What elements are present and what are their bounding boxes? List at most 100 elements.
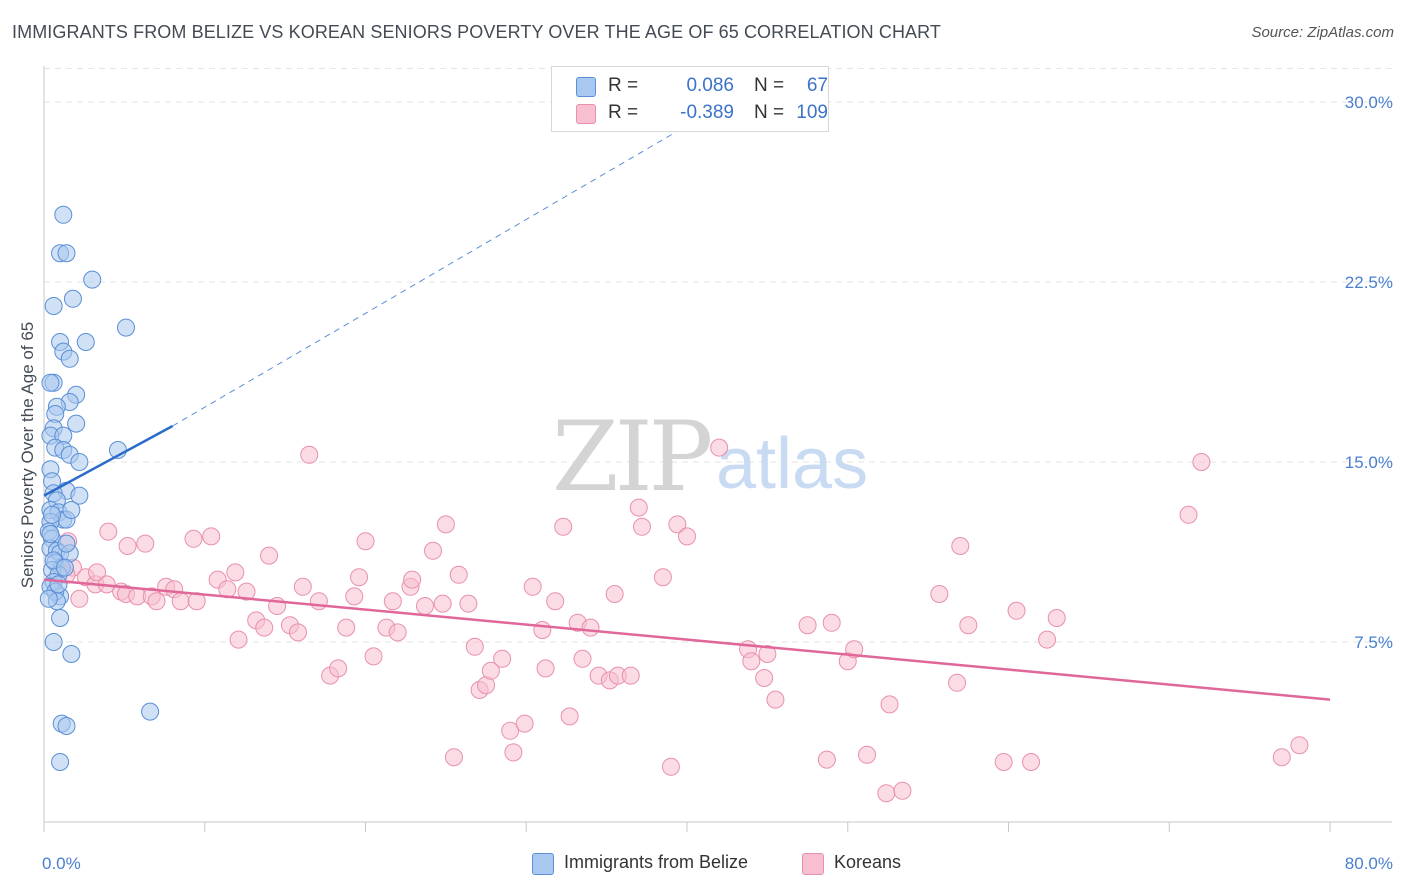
- korean-point: [70, 589, 89, 608]
- korean-point: [554, 517, 573, 536]
- korean-point: [621, 666, 640, 685]
- belize-point: [67, 414, 86, 433]
- y-tick-label: 22.5%: [1345, 273, 1393, 292]
- bottom-legend-swatch-koreans: [802, 853, 824, 875]
- watermark-zip: ZIP: [552, 401, 711, 513]
- korean-point: [337, 618, 356, 637]
- korean-point: [653, 568, 672, 587]
- korean-point: [329, 659, 348, 678]
- korean-point: [1290, 736, 1309, 755]
- korean-point: [523, 577, 542, 596]
- korean-point: [1179, 505, 1198, 524]
- korean-point: [255, 618, 274, 637]
- korean-point: [755, 669, 774, 687]
- korean-point: [710, 438, 729, 457]
- korean-point: [501, 721, 520, 740]
- legend-swatch-koreans: [576, 104, 596, 124]
- belize-point: [57, 534, 76, 553]
- korean-point: [184, 529, 203, 548]
- korean-point: [994, 753, 1013, 771]
- korean-point: [118, 537, 137, 555]
- korean-point: [1038, 630, 1057, 649]
- korean-point: [817, 750, 836, 769]
- korean-point: [99, 522, 118, 541]
- korean-point: [536, 659, 555, 678]
- belize-point: [63, 289, 82, 308]
- korean-point: [147, 592, 166, 611]
- korean-point: [877, 784, 896, 803]
- korean-point: [605, 585, 624, 603]
- watermark-atlas: atlas: [716, 424, 868, 504]
- axes: [43, 66, 1392, 832]
- korean-point: [504, 743, 523, 762]
- watermark: ZIP atlas: [552, 401, 868, 513]
- y-tick-label: 30.0%: [1345, 93, 1393, 112]
- korean-point: [959, 616, 978, 635]
- belize-point: [54, 205, 73, 224]
- belize-points: [39, 205, 160, 771]
- korean-point: [202, 527, 221, 546]
- y-tick-label: 15.0%: [1345, 453, 1393, 472]
- korean-point: [293, 577, 312, 596]
- chart-title: IMMIGRANTS FROM BELIZE VS KOREAN SENIORS…: [12, 22, 942, 42]
- korean-point: [171, 592, 190, 611]
- korean-point: [388, 623, 407, 642]
- belize-point: [43, 505, 62, 524]
- korean-point: [403, 570, 422, 589]
- korean-point: [424, 541, 443, 560]
- korean-point: [822, 613, 841, 632]
- korean-point: [436, 515, 455, 534]
- correlation-legend: R = 0.086 N = 67 R = -0.389 N = 109: [551, 66, 829, 132]
- trendlines: [43, 106, 1331, 701]
- korean-point: [433, 594, 452, 613]
- korean-point: [515, 714, 534, 733]
- bottom-legend-swatch-belize: [532, 853, 554, 875]
- legend-r-label: R =: [608, 75, 639, 96]
- korean-point: [300, 445, 319, 464]
- belize-point: [57, 717, 76, 735]
- korean-point: [632, 517, 651, 536]
- belize-point: [62, 645, 81, 663]
- korean-point: [546, 592, 565, 611]
- korean-point: [237, 582, 256, 601]
- korean-point: [459, 594, 478, 613]
- korean-point: [858, 745, 877, 764]
- belize-point: [49, 575, 68, 594]
- legend-n-value: 67: [806, 75, 828, 96]
- belize-point: [76, 333, 95, 351]
- belize-point: [39, 589, 58, 608]
- korean-point: [573, 649, 592, 668]
- belize-point: [51, 753, 70, 771]
- korean-point: [288, 623, 307, 642]
- korean-point: [1047, 609, 1066, 627]
- belize-point: [41, 525, 60, 543]
- korean-point: [1007, 601, 1026, 620]
- korean-point: [629, 498, 648, 517]
- korean-point: [880, 695, 899, 714]
- korean-point: [758, 645, 777, 663]
- korean-point: [136, 534, 155, 553]
- korean-point: [893, 781, 912, 800]
- belize-point: [116, 318, 135, 337]
- belize-point: [51, 609, 70, 627]
- korean-point: [668, 515, 687, 534]
- bottom-legend-label-koreans: Koreans: [834, 852, 902, 872]
- korean-point: [383, 592, 402, 611]
- belize-trendline-extension: [172, 106, 720, 427]
- belize-point: [141, 702, 160, 721]
- korean-point: [560, 707, 579, 726]
- korean-point: [1272, 748, 1291, 767]
- korean-point: [444, 748, 463, 767]
- koreans-trendline: [43, 578, 1331, 701]
- bottom-legend-label-belize: Immigrants from Belize: [564, 852, 749, 872]
- korean-point: [88, 563, 107, 582]
- belize-point: [60, 349, 79, 368]
- legend-r-value: 0.086: [686, 75, 734, 96]
- korean-point: [742, 652, 761, 671]
- korean-point: [845, 640, 864, 659]
- belize-point: [57, 244, 76, 263]
- korean-point: [930, 585, 949, 603]
- belize-point: [62, 501, 81, 519]
- x-tick-label: 80.0%: [1345, 854, 1393, 873]
